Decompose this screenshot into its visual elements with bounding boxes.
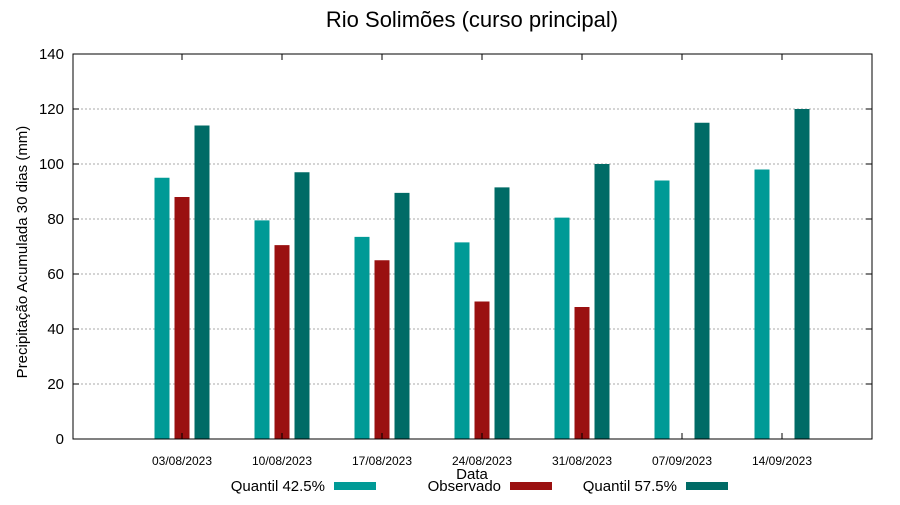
bar — [574, 307, 590, 439]
legend-label: Quantil 42.5% — [231, 478, 325, 495]
x-axis-label: Data — [456, 466, 488, 483]
legend-label: Quantil 57.5% — [583, 478, 677, 495]
bar — [354, 236, 370, 439]
bar — [374, 260, 390, 439]
bar — [654, 180, 670, 439]
y-tick-label: 80 — [47, 211, 64, 228]
bar — [754, 169, 770, 439]
bar — [394, 192, 410, 439]
x-tick-label: 14/09/2023 — [752, 454, 812, 468]
y-axis-label: Precipitação Acumulada 30 dias (mm) — [14, 126, 31, 379]
bar — [794, 109, 810, 439]
bar — [174, 197, 190, 439]
y-tick-label: 20 — [47, 376, 64, 393]
y-tick-label: 140 — [39, 46, 64, 63]
gridlines — [73, 108, 872, 385]
bar — [454, 242, 470, 439]
x-tick-label: 10/08/2023 — [252, 454, 312, 468]
bar — [694, 122, 710, 439]
legend-swatch — [334, 482, 376, 490]
bar — [274, 245, 290, 439]
x-tick-label: 31/08/2023 — [552, 454, 612, 468]
bar — [554, 217, 570, 439]
y-axis-ticks: 0 20 40 60 80 100 120 140 — [39, 46, 872, 448]
x-tick-label: 07/09/2023 — [652, 454, 712, 468]
y-tick-label: 40 — [47, 321, 64, 338]
bar — [474, 301, 490, 439]
bar — [594, 164, 610, 439]
chart-title: Rio Solimões (curso principal) — [326, 7, 618, 32]
y-tick-label: 120 — [39, 101, 64, 118]
legend-swatch — [510, 482, 552, 490]
y-tick-label: 60 — [47, 266, 64, 283]
legend-label: Observado — [428, 478, 501, 495]
x-tick-label: 03/08/2023 — [152, 454, 212, 468]
bar — [154, 177, 170, 439]
legend: Quantil 42.5% Observado Quantil 57.5% — [231, 478, 728, 495]
x-tick-label: 17/08/2023 — [352, 454, 412, 468]
bar — [194, 125, 210, 439]
y-tick-label: 100 — [39, 156, 64, 173]
plot-border — [72, 53, 873, 440]
y-tick-label: 0 — [56, 431, 64, 448]
bar — [254, 220, 270, 439]
bar — [494, 187, 510, 439]
x-tick-label: 24/08/2023 — [452, 454, 512, 468]
x-axis-ticks: 03/08/2023 10/08/2023 17/08/2023 24/08/2023… — [152, 54, 812, 468]
bars — [154, 109, 810, 439]
bar — [294, 172, 310, 439]
legend-swatch — [686, 482, 728, 490]
